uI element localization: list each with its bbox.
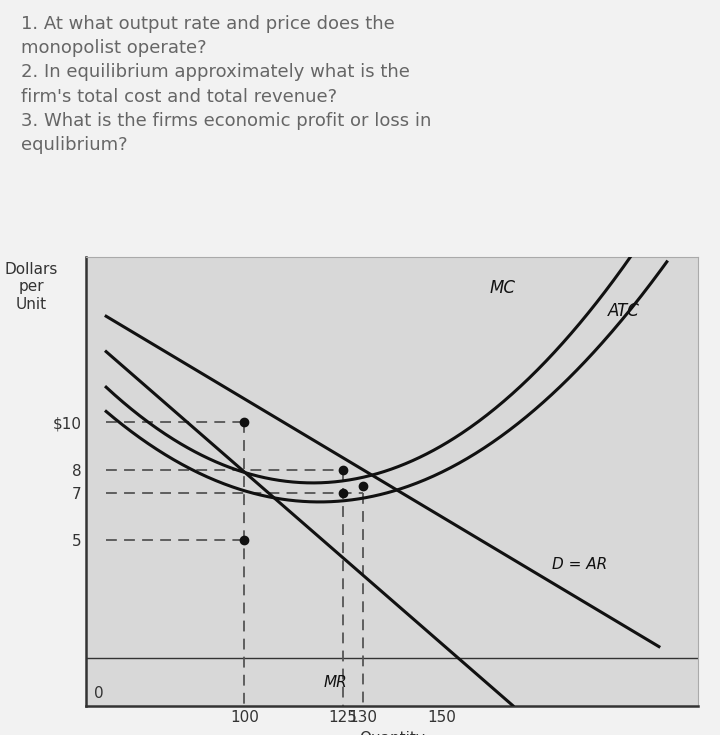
X-axis label: Quantity: Quantity xyxy=(359,731,426,735)
Text: 1. At what output rate and price does the
monopolist operate?
2. In equilibrium : 1. At what output rate and price does th… xyxy=(22,15,432,154)
Text: MC: MC xyxy=(489,279,515,297)
Text: D = AR: D = AR xyxy=(552,556,608,572)
Text: Dollars
per
Unit: Dollars per Unit xyxy=(4,262,58,312)
Text: MR: MR xyxy=(323,675,347,689)
Text: 0: 0 xyxy=(94,686,104,701)
Text: ATC: ATC xyxy=(608,302,639,320)
